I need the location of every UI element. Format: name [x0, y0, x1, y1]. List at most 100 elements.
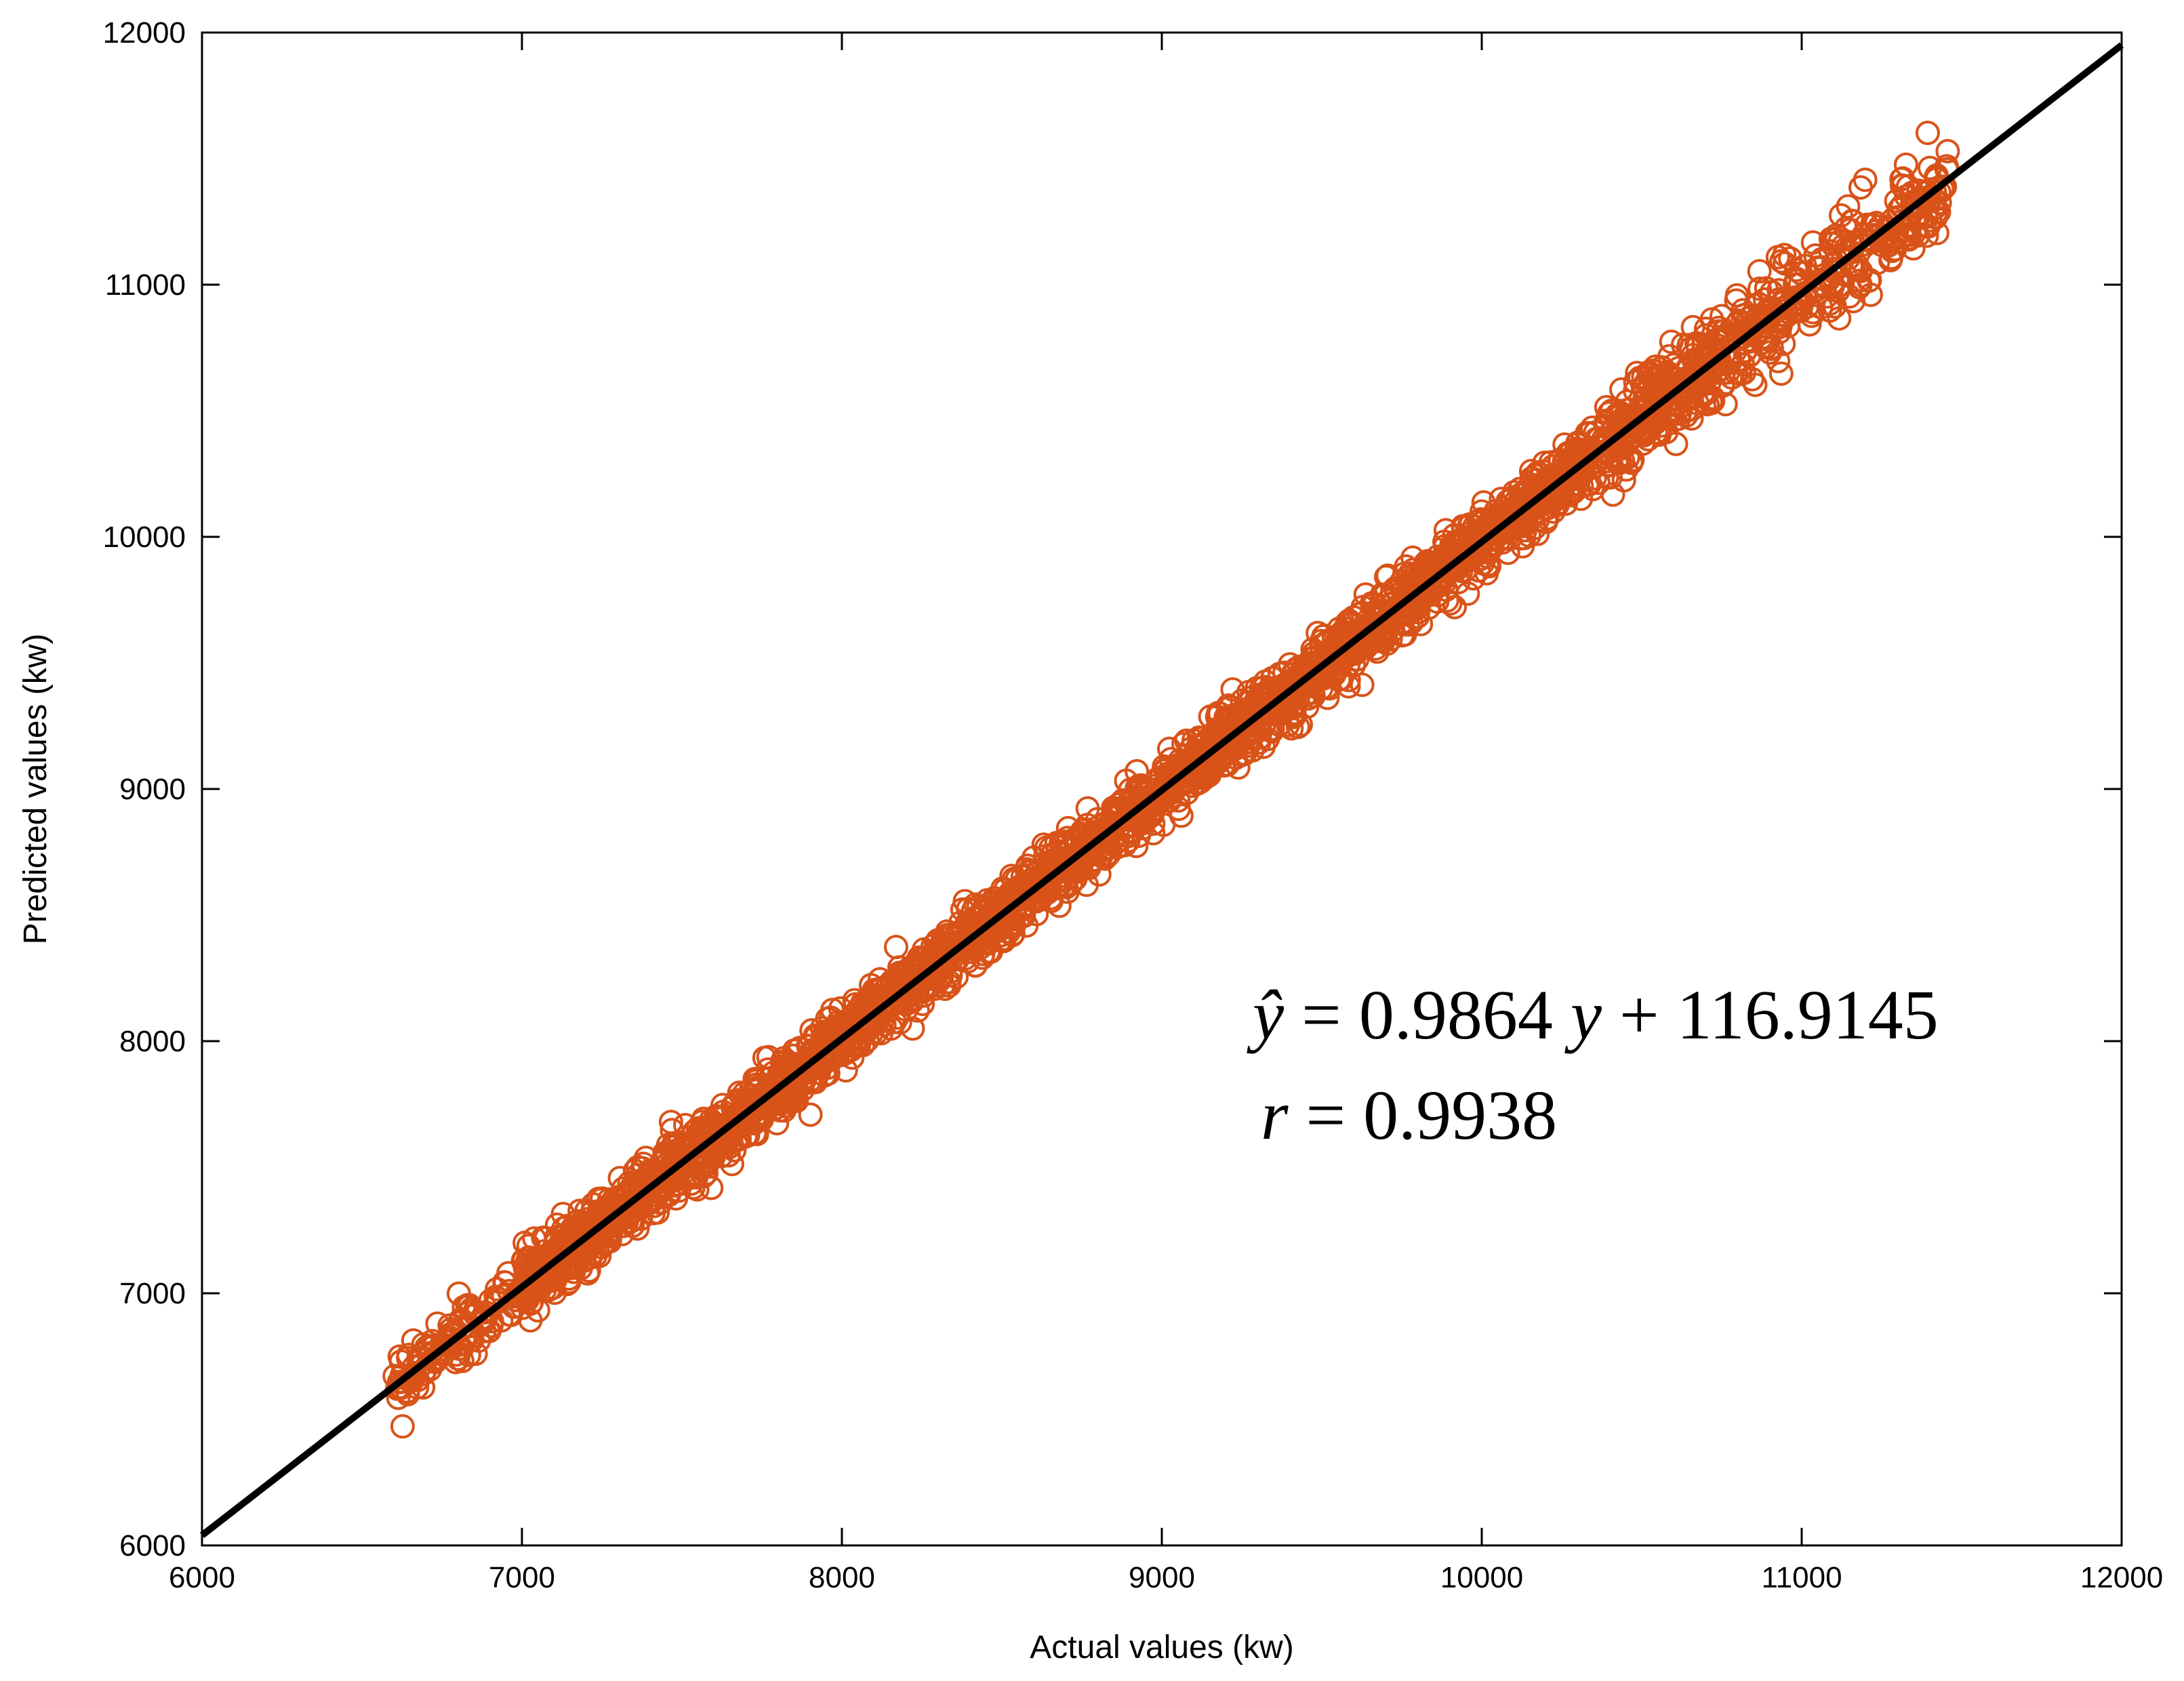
scatter-point	[1093, 838, 1118, 863]
scatter-point	[479, 1314, 504, 1339]
scatter-point	[1846, 268, 1872, 293]
scatter-point	[1217, 707, 1242, 732]
scatter-point	[735, 1123, 761, 1148]
y-tick-label: 9000	[119, 773, 186, 806]
scatter-point	[1196, 737, 1221, 763]
equation-plus: +	[1619, 976, 1659, 1054]
equation-lhs: ŷ	[1247, 976, 1285, 1054]
scatter-point	[1923, 205, 1948, 230]
tick-labels-layer: 6000 7000 8000 9000 10000 11000 12000 6000 7000 8…	[103, 16, 2164, 1594]
scatter-point	[956, 949, 980, 974]
scatter-point	[1905, 223, 1930, 248]
scatter-point	[976, 891, 1001, 916]
scatter-point	[1317, 676, 1342, 701]
scatter-point	[993, 877, 1018, 902]
scatter-point	[930, 931, 954, 956]
y-tick-label: 12000	[103, 16, 186, 49]
scatter-point	[1274, 681, 1299, 706]
scatter-point	[855, 986, 881, 1011]
scatter-point	[1240, 738, 1265, 763]
scatter-point	[1756, 306, 1781, 331]
scatter-point	[1759, 336, 1784, 361]
scatter-point	[1224, 746, 1249, 770]
fit-line	[199, 42, 2124, 1539]
scatter-point	[567, 1228, 592, 1253]
scatter-point	[1674, 386, 1699, 411]
scatter-point	[1915, 121, 1940, 145]
equation-slope: 0.9864	[1359, 976, 1553, 1054]
ticks-layer	[201, 31, 2123, 1547]
scatter-point	[1726, 308, 1752, 333]
y-tick-label: 8000	[119, 1025, 186, 1058]
scatter-point	[637, 1176, 662, 1200]
scatter-point	[1406, 600, 1431, 625]
scatter-point	[1825, 279, 1851, 304]
x-tick-label: 10000	[1440, 1561, 1523, 1594]
scatter-point	[878, 1016, 904, 1041]
scatter-point	[1823, 223, 1848, 248]
scatter-point	[1425, 589, 1450, 614]
scatter-point	[1768, 361, 1794, 386]
scatter-point	[1716, 360, 1741, 385]
scatter-point	[1693, 317, 1718, 342]
equation-intercept: 116.9145	[1677, 976, 1939, 1054]
scatter-point	[1713, 392, 1738, 417]
scatter-point	[1857, 268, 1882, 293]
scatter-point	[1196, 762, 1221, 787]
scatter-point	[1765, 245, 1790, 270]
scatter-point	[662, 1173, 687, 1198]
scatter-point	[1594, 408, 1619, 433]
x-tick-label: 7000	[489, 1561, 555, 1594]
scatter-point	[1724, 312, 1749, 337]
scatter-point	[390, 1369, 416, 1394]
scatter-point	[925, 928, 950, 953]
scatter-point	[583, 1243, 608, 1268]
scatter-point	[1726, 325, 1752, 350]
scatter-point	[1759, 280, 1784, 304]
scatter-point	[1332, 639, 1357, 664]
scatter-point	[1818, 239, 1843, 264]
y-tick-label: 11000	[105, 268, 186, 302]
equation-variable: y	[1564, 976, 1602, 1054]
scatter-point	[1693, 355, 1718, 380]
correlation-annotation: r = 0.9938	[1261, 1076, 1557, 1154]
scatter-point	[1014, 913, 1039, 938]
scatter-point	[1893, 153, 1918, 177]
scatter-point	[466, 1328, 491, 1353]
scatter-point	[498, 1302, 523, 1327]
x-tick-label: 11000	[1761, 1561, 1842, 1594]
x-tick-label: 9000	[1129, 1561, 1195, 1594]
scatter-point	[1236, 733, 1261, 758]
reference-line-layer	[199, 42, 2124, 1539]
scatter-point	[1396, 569, 1421, 594]
x-tick-label: 12000	[2080, 1561, 2163, 1594]
scatter-point	[942, 939, 967, 965]
scatter-point	[1788, 298, 1813, 323]
scatter-point	[1785, 285, 1810, 310]
scatter-point	[1620, 447, 1645, 472]
scatter-point	[735, 1097, 760, 1122]
scatter-point	[884, 935, 908, 960]
y-tick-label: 7000	[119, 1277, 186, 1310]
correlation-equals: =	[1306, 1076, 1346, 1154]
scatter-point	[1724, 283, 1750, 308]
equation-annotation: ŷ = 0.9864 y + 116.9145	[1247, 976, 1939, 1054]
scatter-point	[1822, 294, 1847, 319]
y-axis-label: Predicted values (kw)	[18, 634, 54, 945]
scatter-point	[444, 1342, 468, 1367]
scatter-point	[1374, 565, 1398, 590]
scatter-point	[803, 1070, 828, 1095]
scatter-point	[1840, 209, 1865, 233]
scatter-point	[756, 1045, 781, 1070]
scatter-point	[1853, 167, 1878, 193]
scatter-point	[485, 1276, 510, 1301]
scatter-point	[803, 1024, 828, 1048]
scatter-point	[1241, 706, 1266, 731]
scatter-point	[1766, 348, 1791, 373]
scatter-point	[1074, 813, 1099, 838]
scatter-point	[584, 1214, 609, 1239]
scatter-point	[1451, 545, 1476, 570]
scatter-point	[964, 919, 988, 944]
y-tick-label: 10000	[103, 521, 186, 554]
